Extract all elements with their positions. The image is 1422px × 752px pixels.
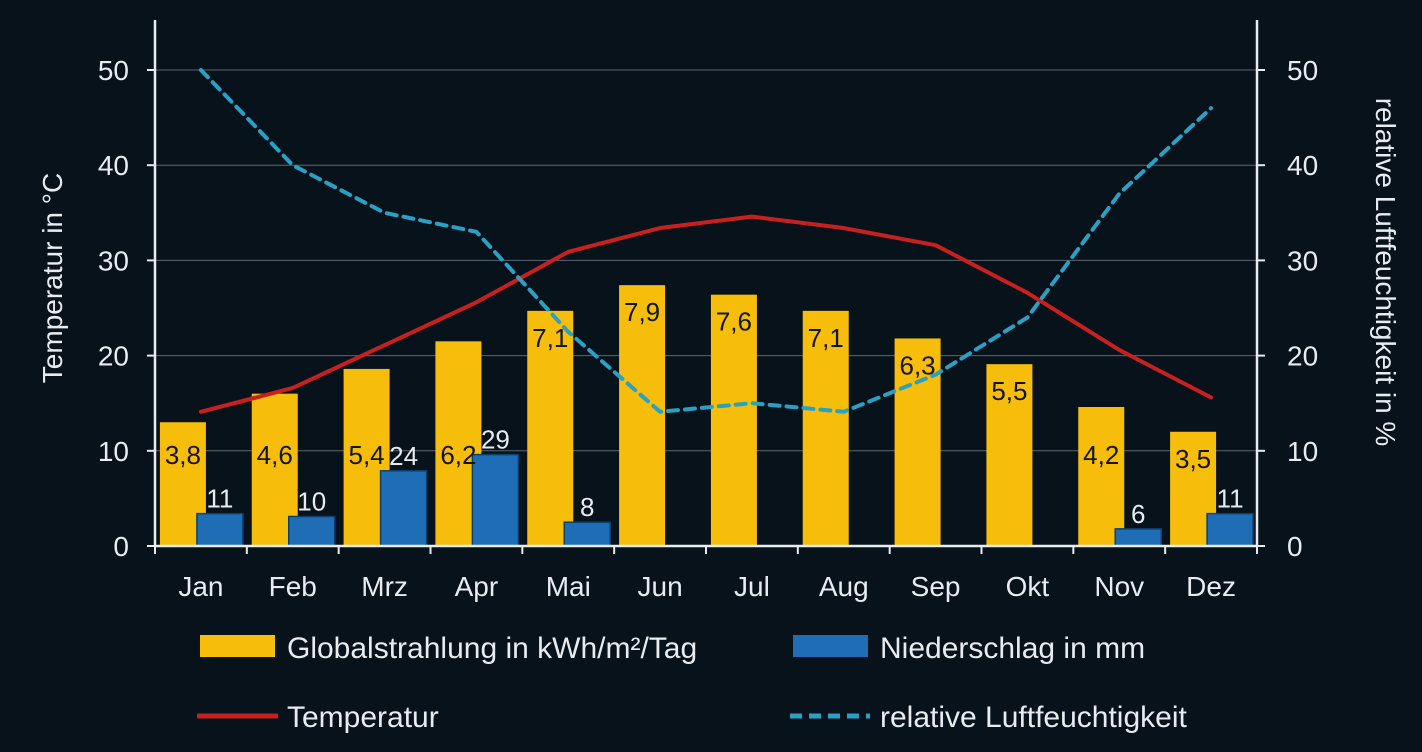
legend-swatch-globalstrahlung <box>200 635 275 657</box>
label-globalstrahlung-sep: 6,3 <box>900 350 936 380</box>
label-globalstrahlung-jun: 7,9 <box>624 297 660 327</box>
y-left-tick-label-50: 50 <box>98 55 129 86</box>
x-tick-label-jun: Jun <box>638 571 683 602</box>
y-left-tick-label-40: 40 <box>98 150 129 181</box>
x-tick-label-sep: Sep <box>911 571 961 602</box>
label-globalstrahlung-feb: 4,6 <box>257 440 293 470</box>
label-globalstrahlung-jul: 7,6 <box>716 307 752 337</box>
y-left-tick-label-20: 20 <box>98 341 129 372</box>
y-right-tick-label-40: 40 <box>1287 150 1318 181</box>
y-left-tick-label-10: 10 <box>98 436 129 467</box>
x-tick-label-okt: Okt <box>1006 571 1050 602</box>
bar-niederschlag-nov <box>1114 528 1162 547</box>
legend-swatch-niederschlag <box>793 635 868 657</box>
label-globalstrahlung-aug: 7,1 <box>808 323 844 353</box>
x-tick-label-dez: Dez <box>1186 571 1236 602</box>
label-niederschlag-apr: 29 <box>481 425 510 455</box>
label-globalstrahlung-dez: 3,5 <box>1175 444 1211 474</box>
label-niederschlag-nov: 6 <box>1131 499 1145 529</box>
bar-globalstrahlung-sep <box>894 338 941 546</box>
bar-globalstrahlung-mai <box>527 310 574 546</box>
legend-label-globalstrahlung: Globalstrahlung in kWh/m²/Tag <box>287 632 697 665</box>
bar-globalstrahlung-jul <box>710 294 757 546</box>
label-globalstrahlung-mai: 7,1 <box>532 323 568 353</box>
legend-label-luftfeuchtigkeit: relative Luftfeuchtigkeit <box>880 701 1188 734</box>
bar-niederschlag-mrz <box>379 470 428 547</box>
bar-globalstrahlung-aug <box>802 310 849 546</box>
label-globalstrahlung-apr: 6,2 <box>440 440 476 470</box>
legend: Globalstrahlung in kWh/m²/Tag Niederschl… <box>197 632 1188 734</box>
y-right-tick-label-50: 50 <box>1287 55 1318 86</box>
bar-niederschlag-mai <box>563 521 611 547</box>
y-left-axis-title: Temperatur in °C <box>37 173 68 383</box>
x-tick-label-apr: Apr <box>455 571 499 602</box>
legend-label-temperatur: Temperatur <box>287 701 439 734</box>
label-globalstrahlung-okt: 5,5 <box>991 376 1027 406</box>
y-left-tick-label-0: 0 <box>113 531 129 562</box>
line-temperatur <box>198 214 1214 414</box>
bar-globalstrahlung-nov <box>1078 407 1125 546</box>
bar-niederschlag-apr <box>471 453 520 547</box>
y-right-tick-label-0: 0 <box>1287 531 1303 562</box>
y-right-tick-label-10: 10 <box>1287 436 1318 467</box>
bar-globalstrahlung-okt <box>986 364 1033 546</box>
y-left-tick-label-30: 30 <box>98 245 129 276</box>
axes-group: 0 10 20 30 40 50 0 10 20 30 40 50 Jan Feb Mrz Apr Mai Jun… <box>98 20 1318 602</box>
x-tick-label-aug: Aug <box>819 571 869 602</box>
lines-group <box>198 68 1214 414</box>
label-globalstrahlung-jan: 3,8 <box>165 440 201 470</box>
x-tick-label-jul: Jul <box>734 571 770 602</box>
x-tick-label-mrz: Mrz <box>361 571 408 602</box>
x-tick-label-mai: Mai <box>546 571 591 602</box>
bar-globalstrahlung-jun <box>619 285 666 546</box>
bar-niederschlag-dez <box>1206 512 1254 547</box>
x-tick-label-feb: Feb <box>269 571 317 602</box>
line-relative-luftfeuchtigkeit <box>198 68 1214 414</box>
y-right-axis-title: relative Luftfeuchtigkeit in % <box>1370 98 1401 447</box>
label-niederschlag-mai: 8 <box>580 492 594 522</box>
x-tick-label-jan: Jan <box>178 571 223 602</box>
bar-niederschlag-feb <box>288 515 336 547</box>
y-right-tick-label-20: 20 <box>1287 341 1318 372</box>
gridlines <box>155 69 1257 452</box>
label-globalstrahlung-mrz: 5,4 <box>349 440 385 470</box>
label-niederschlag-feb: 10 <box>297 486 326 516</box>
bars-group <box>159 285 1254 547</box>
label-niederschlag-dez: 11 <box>1217 484 1244 514</box>
bar-niederschlag-jan <box>196 512 244 547</box>
y-right-tick-label-30: 30 <box>1287 245 1318 276</box>
legend-label-niederschlag: Niederschlag in mm <box>880 632 1145 665</box>
label-niederschlag-mrz: 24 <box>389 441 418 471</box>
label-globalstrahlung-nov: 4,2 <box>1083 440 1119 470</box>
label-niederschlag-jan: 11 <box>206 484 233 514</box>
x-tick-label-nov: Nov <box>1094 571 1144 602</box>
